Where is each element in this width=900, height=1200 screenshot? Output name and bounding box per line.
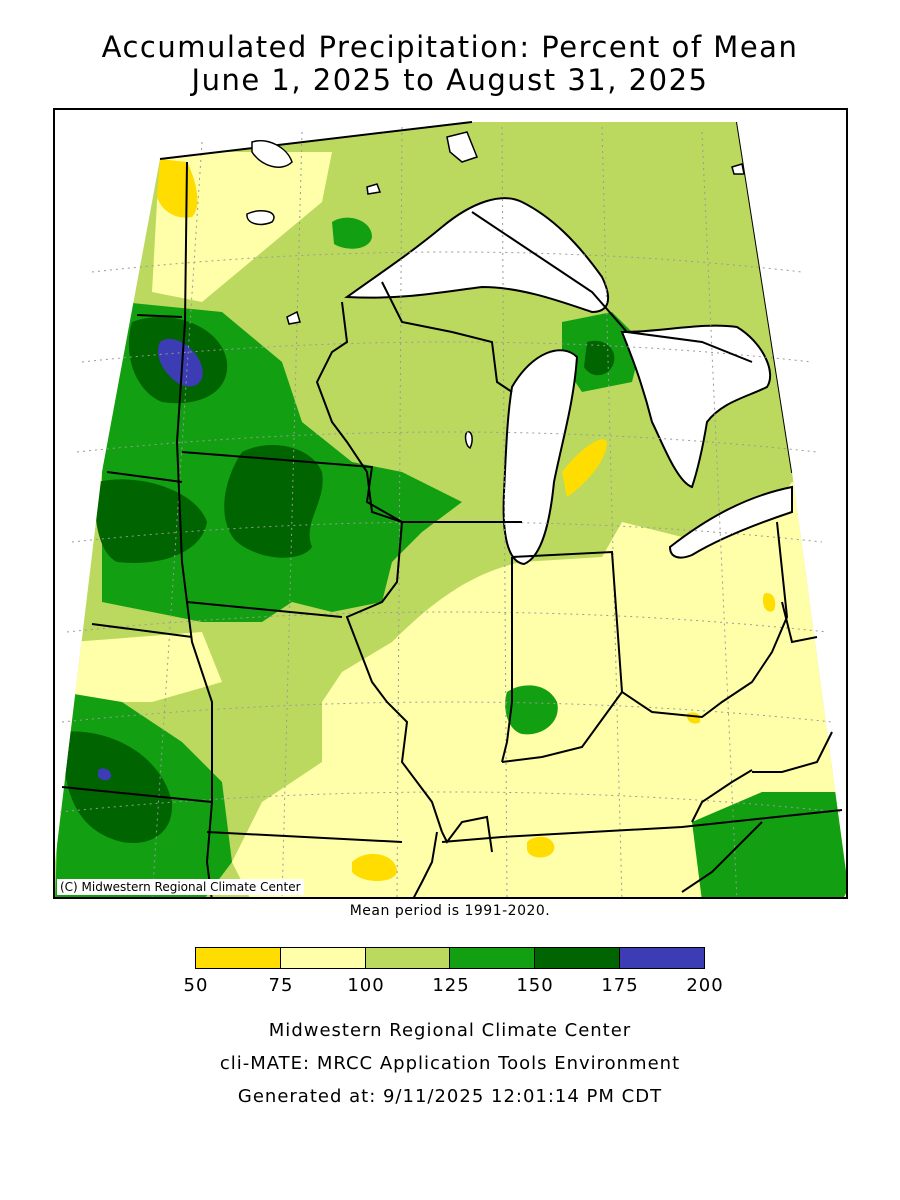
islands xyxy=(251,131,745,325)
precip-region-150-175 xyxy=(584,340,615,376)
lake-huron xyxy=(620,324,772,489)
copyright-label: (C) Midwestern Regional Climate Center xyxy=(57,879,304,895)
precip-region-125-150 xyxy=(692,792,846,897)
lake-red xyxy=(246,210,275,226)
state-boundaries xyxy=(61,121,843,897)
legend-swatch-150-175 xyxy=(535,948,621,968)
map-canvas xyxy=(55,110,846,897)
precip-region-50-75 xyxy=(527,836,555,858)
precip-region-75-100 xyxy=(72,632,222,702)
legend-swatch-175-200 xyxy=(620,948,704,968)
precip-region-50-75 xyxy=(352,853,397,881)
precip-region-125-150 xyxy=(505,685,558,735)
legend-swatch-125-150 xyxy=(450,948,536,968)
map-date-range: June 1, 2025 to August 31, 2025 xyxy=(191,63,709,97)
legend-swatch-75-100 xyxy=(280,948,366,968)
legend-tick: 175 xyxy=(601,975,639,996)
lake-michigan xyxy=(502,349,579,566)
precip-region-50-75 xyxy=(762,593,776,612)
legend-tick: 150 xyxy=(516,975,554,996)
footer-generated-time: Generated at: 9/11/2025 12:01:14 PM CDT xyxy=(237,1086,663,1107)
lake-erie xyxy=(668,485,793,559)
map-title: Accumulated Precipitation: Percent of Me… xyxy=(101,30,799,64)
legend-tick-labels: 50 75 100 125 150 175 200 xyxy=(0,975,900,999)
legend-swatch-50-75 xyxy=(196,948,281,968)
footer-organization: Midwestern Regional Climate Center xyxy=(268,1020,632,1041)
legend-tick: 100 xyxy=(347,975,385,996)
precip-region-150-175 xyxy=(62,731,173,843)
precip-region-175-200 xyxy=(98,768,112,781)
legend-tick: 125 xyxy=(432,975,470,996)
mean-period-note: Mean period is 1991-2020. xyxy=(349,903,551,919)
legend-tick: 75 xyxy=(268,975,294,996)
precip-region-125-150 xyxy=(332,217,372,249)
legend-swatch-100-125 xyxy=(365,948,451,968)
lake-superior xyxy=(344,197,610,314)
precip-region-150-175 xyxy=(224,444,323,558)
precipitation-map: (C) Midwestern Regional Climate Center xyxy=(53,108,848,899)
precip-region-175-200 xyxy=(157,338,203,387)
legend-tick: 200 xyxy=(686,975,724,996)
footer-tool-name: cli-MATE: MRCC Application Tools Environ… xyxy=(219,1053,681,1074)
precip-region-75-100 xyxy=(152,152,332,302)
lake-winnebago xyxy=(464,431,473,450)
legend-tick: 50 xyxy=(183,975,209,996)
precip-region-50-75 xyxy=(562,439,607,497)
color-legend xyxy=(195,947,705,969)
